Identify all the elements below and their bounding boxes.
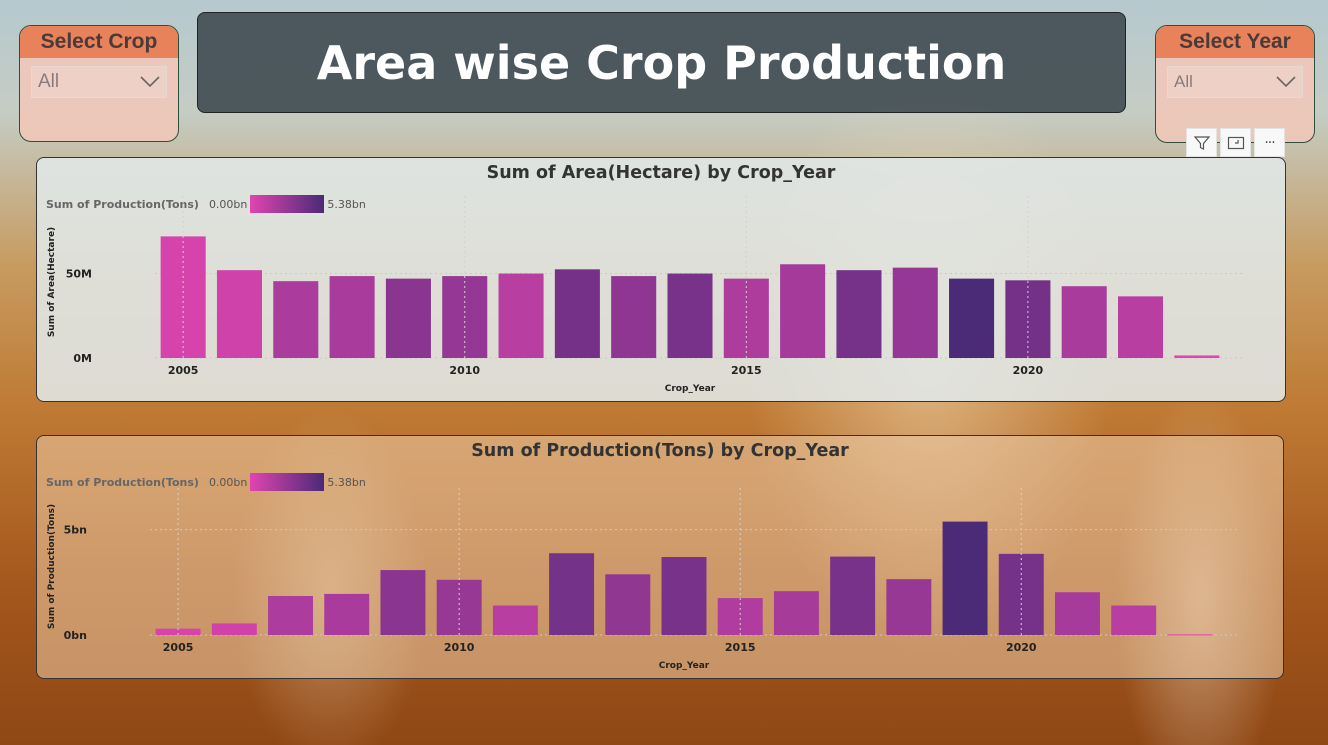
bar xyxy=(216,270,262,358)
more-options-icon: ··· xyxy=(1264,134,1275,151)
legend-name: Sum of Production(Tons) xyxy=(46,475,199,489)
chart-title: Sum of Production(Tons) by Crop_Year xyxy=(471,441,849,461)
legend-min: 0.00bn xyxy=(208,475,248,489)
bar xyxy=(498,273,544,358)
x-tick-label: 2010 xyxy=(444,641,475,654)
bar xyxy=(605,574,651,635)
year-slicer-header: Select Year xyxy=(1156,26,1314,58)
bar xyxy=(324,593,370,635)
bar xyxy=(385,278,431,358)
y-tick-label: 50M xyxy=(66,268,92,281)
x-tick-label: 2020 xyxy=(1006,641,1037,654)
bar xyxy=(329,276,375,358)
bar xyxy=(611,276,657,358)
crop-dropdown-value: All xyxy=(38,71,60,92)
page-title: Area wise Crop Production xyxy=(316,35,1007,90)
production-bar-plot: 0bn 5bn 2005 2010 2015 2020 Crop_Year Sum of Pr… xyxy=(47,488,1238,671)
legend-gradient xyxy=(250,195,325,213)
year-dropdown[interactable]: All xyxy=(1167,66,1303,98)
bar xyxy=(1005,280,1051,358)
bar xyxy=(1061,286,1107,358)
x-axis-title: Crop_Year xyxy=(659,661,710,671)
x-axis-title: Crop_Year xyxy=(665,384,716,394)
crop-slicer: Select Crop All xyxy=(19,25,179,142)
year-slicer: Select Year All xyxy=(1155,25,1315,143)
x-tick-label: 2015 xyxy=(731,364,762,377)
bar xyxy=(549,553,595,635)
bar xyxy=(949,278,995,358)
legend-max: 5.38bn xyxy=(327,197,366,211)
legend-name: Sum of Production(Tons) xyxy=(46,197,199,211)
bar xyxy=(155,628,201,635)
bar xyxy=(892,267,938,358)
bar xyxy=(1111,605,1157,635)
bar xyxy=(554,269,600,358)
more-options-button[interactable]: ··· xyxy=(1254,128,1285,157)
bar xyxy=(830,556,876,635)
x-tick-label: 2020 xyxy=(1013,364,1044,377)
area-bar-plot: 0M 50M 2005 2010 2015 2020 Crop_Year Sum of Are… xyxy=(47,196,1245,394)
bar xyxy=(661,557,707,635)
legend-gradient xyxy=(250,473,325,491)
bar xyxy=(1118,296,1164,358)
production-by-year-chart: Sum of Production(Tons) by Crop_Year Sum… xyxy=(36,435,1284,679)
focus-mode-icon xyxy=(1227,136,1244,149)
visual-header-toolbar: ··· xyxy=(1186,128,1285,157)
x-tick-label: 2005 xyxy=(163,641,194,654)
bar xyxy=(1167,634,1213,636)
bar xyxy=(780,264,826,358)
bar xyxy=(942,521,988,635)
page-title-banner: Area wise Crop Production xyxy=(197,12,1126,113)
color-legend: Sum of Production(Tons) 0.00bn 5.38bn xyxy=(46,195,366,213)
legend-max: 5.38bn xyxy=(327,475,366,489)
bar xyxy=(1054,592,1100,635)
chevron-down-icon xyxy=(140,76,160,88)
filter-icon xyxy=(1193,135,1210,150)
y-tick-label: 0bn xyxy=(64,629,87,642)
y-tick-label: 0M xyxy=(73,352,92,365)
bar xyxy=(268,596,314,635)
chevron-down-icon xyxy=(1276,76,1296,88)
x-tick-label: 2005 xyxy=(168,364,199,377)
area-by-year-chart: Sum of Area(Hectare) by Crop_Year Sum of… xyxy=(36,157,1286,402)
x-tick-label: 2010 xyxy=(449,364,480,377)
chart-title: Sum of Area(Hectare) by Crop_Year xyxy=(486,163,836,183)
bar xyxy=(1174,355,1220,358)
color-legend: Sum of Production(Tons) 0.00bn 5.38bn xyxy=(46,473,366,491)
y-axis-title: Sum of Area(Hectare) xyxy=(47,227,57,337)
bar xyxy=(211,623,257,635)
y-tick-label: 5bn xyxy=(64,524,87,537)
bar xyxy=(273,281,319,358)
y-axis-title: Sum of Production(Tons) xyxy=(47,504,57,629)
focus-mode-button[interactable] xyxy=(1220,128,1251,157)
bar xyxy=(836,270,882,358)
bar xyxy=(886,579,932,635)
bar xyxy=(773,591,819,635)
filter-button[interactable] xyxy=(1186,128,1217,157)
bar xyxy=(492,605,538,635)
x-tick-label: 2015 xyxy=(725,641,756,654)
crop-slicer-header: Select Crop xyxy=(20,26,178,58)
bar xyxy=(667,273,713,358)
year-dropdown-value: All xyxy=(1174,72,1193,91)
legend-min: 0.00bn xyxy=(208,197,248,211)
crop-dropdown[interactable]: All xyxy=(31,66,167,98)
bar xyxy=(380,570,426,635)
